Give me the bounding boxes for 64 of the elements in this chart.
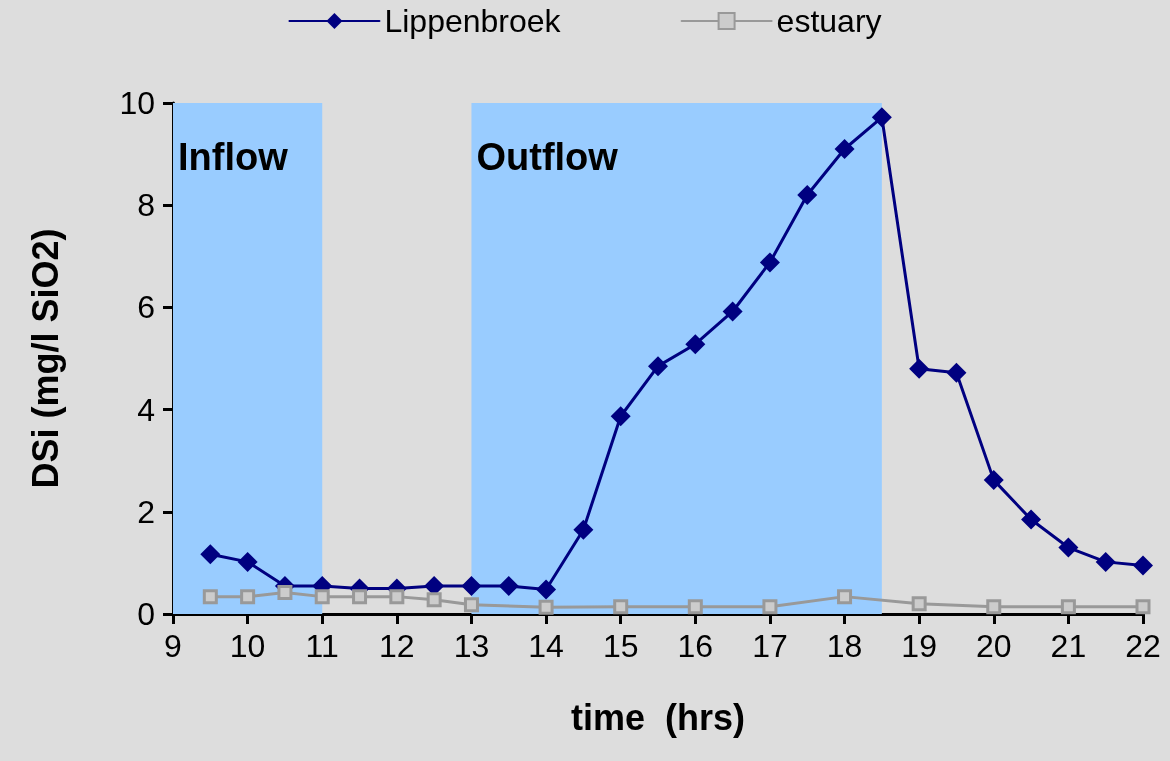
band-label: Outflow bbox=[476, 136, 619, 178]
point bbox=[461, 575, 482, 596]
point bbox=[426, 592, 442, 608]
point bbox=[314, 589, 330, 605]
x-tick-label: 19 bbox=[901, 628, 937, 664]
point bbox=[1135, 599, 1151, 615]
y-axis-title: DSi (mg/l SiO2) bbox=[24, 228, 66, 489]
point bbox=[237, 551, 258, 572]
point bbox=[1021, 509, 1042, 530]
point bbox=[687, 599, 703, 615]
point bbox=[202, 589, 218, 605]
point bbox=[685, 334, 706, 355]
point bbox=[613, 599, 629, 615]
x-tick-label: 15 bbox=[602, 628, 639, 664]
point bbox=[648, 356, 668, 377]
point bbox=[538, 599, 554, 615]
x-tick-label: 21 bbox=[1050, 628, 1087, 664]
x-tick-label: 9 bbox=[164, 628, 182, 664]
point bbox=[834, 138, 855, 159]
point bbox=[1095, 551, 1116, 572]
point bbox=[610, 406, 631, 427]
point bbox=[983, 470, 1004, 491]
point bbox=[762, 599, 778, 615]
point bbox=[463, 597, 479, 613]
legend-label: estuary bbox=[776, 3, 882, 39]
point bbox=[837, 589, 853, 605]
point bbox=[498, 575, 519, 596]
x-tick-label: 16 bbox=[677, 628, 714, 664]
point bbox=[946, 362, 967, 383]
point bbox=[1058, 537, 1079, 558]
x-tick-label: 10 bbox=[229, 628, 266, 664]
point bbox=[909, 358, 930, 379]
legend-label: Lippenbroek bbox=[384, 3, 562, 39]
x-tick-label: 14 bbox=[528, 628, 564, 664]
point bbox=[240, 589, 256, 605]
point bbox=[277, 585, 293, 601]
y-tick-label: 2 bbox=[137, 493, 155, 530]
point bbox=[871, 107, 892, 128]
x-axis-title: time (hrs) bbox=[570, 696, 746, 738]
y-tick-label: 8 bbox=[137, 187, 155, 224]
point bbox=[200, 544, 221, 565]
band-label: Inflow bbox=[178, 136, 289, 178]
y-tick-label: 0 bbox=[137, 596, 155, 632]
point bbox=[759, 252, 780, 273]
point bbox=[1133, 555, 1153, 576]
point bbox=[797, 184, 818, 205]
point bbox=[722, 301, 743, 322]
x-tick-label: 13 bbox=[453, 628, 490, 664]
x-tick-label: 18 bbox=[826, 628, 863, 664]
x-tick-label: 20 bbox=[975, 628, 1012, 664]
point bbox=[573, 519, 594, 540]
point bbox=[986, 599, 1002, 615]
point bbox=[911, 596, 927, 612]
y-tick-label: 4 bbox=[137, 391, 155, 428]
point bbox=[536, 579, 557, 600]
point bbox=[352, 589, 368, 605]
x-tick-label: 22 bbox=[1125, 628, 1161, 664]
point bbox=[1060, 599, 1076, 615]
x-tick-label: 12 bbox=[379, 628, 415, 664]
point bbox=[389, 589, 405, 605]
y-tick-label: 6 bbox=[137, 289, 155, 326]
y-tick-label: 10 bbox=[119, 85, 155, 121]
x-tick-label: 17 bbox=[752, 628, 788, 664]
x-tick-label: 11 bbox=[305, 628, 339, 664]
